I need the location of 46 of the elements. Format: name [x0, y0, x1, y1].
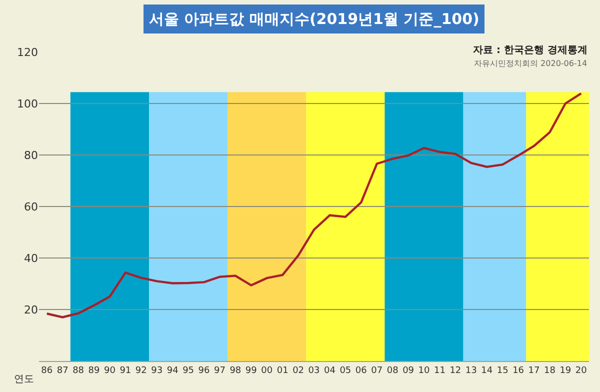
x-tick-label: 95 [182, 366, 194, 376]
x-axis-title: 연도 [14, 374, 34, 385]
x-tick-label: 17 [528, 366, 540, 376]
x-tick-label: 19 [560, 366, 572, 376]
x-tick-label: 08 [386, 366, 399, 376]
x-tick-label: 16 [512, 366, 524, 376]
x-tick-label: 97 [214, 366, 226, 376]
x-tick-label: 13 [465, 366, 477, 376]
line-series [46, 92, 582, 318]
x-tick-label: 94 [166, 366, 179, 376]
x-tick-label: 07 [371, 366, 383, 376]
y-tick-label: 40 [24, 252, 38, 265]
annotation: 자료 : 한국은행 경제통계 [473, 45, 588, 56]
x-tick-label: 02 [292, 366, 304, 376]
y-tick-label: 100 [17, 97, 38, 110]
x-tick-label: 89 [88, 366, 100, 376]
x-tick-label: 93 [151, 366, 163, 376]
x-tick-label: 14 [481, 366, 493, 376]
y-tick-label: 120 [17, 46, 38, 59]
x-tick-label: 05 [340, 366, 352, 376]
x-tick-label: 88 [72, 366, 84, 376]
annotation: 자유시민정치회의 2020-06-14 [474, 59, 588, 68]
x-tick-label: 91 [120, 366, 132, 376]
y-tick-label: 20 [24, 303, 38, 316]
x-tick-label: 96 [198, 366, 210, 376]
x-tick-label: 18 [544, 366, 556, 376]
x-tick-label: 90 [104, 366, 116, 376]
x-tick-label: 03 [308, 366, 320, 376]
x-tick-label: 86 [41, 366, 53, 376]
x-tick-label: 92 [135, 366, 147, 376]
x-tick-label: 04 [324, 366, 336, 376]
x-tick-label: 98 [230, 366, 242, 376]
x-tick-label: 09 [402, 366, 414, 376]
x-tick-label: 11 [434, 366, 446, 376]
x-tick-label: 00 [261, 366, 273, 376]
chart-title: 서울 아파트값 매매지수(2019년1월 기준_100) [149, 10, 480, 28]
x-tick-label: 99 [245, 366, 258, 376]
x-tick-label: 06 [355, 366, 368, 376]
x-tick-label: 10 [418, 366, 430, 376]
x-tick-label: 87 [56, 366, 68, 376]
x-tick-label: 15 [496, 366, 508, 376]
x-tick-label: 01 [276, 366, 288, 376]
y-tick-label: 80 [24, 148, 38, 162]
x-tick-label: 12 [450, 366, 462, 376]
y-tick-label: 60 [24, 200, 38, 214]
x-tick-label: 20 [575, 366, 588, 376]
